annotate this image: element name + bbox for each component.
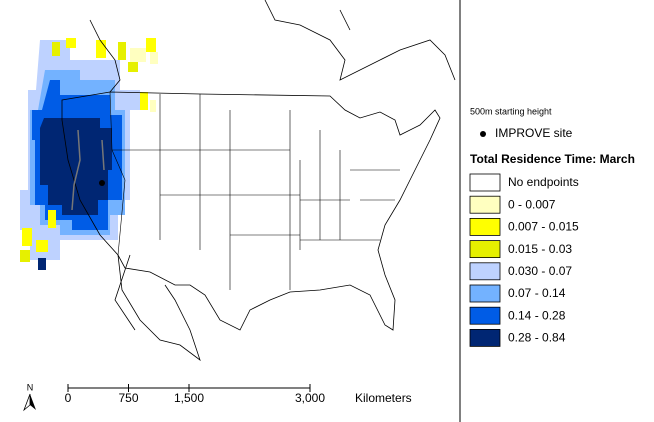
legend-label: 0 - 0.007 (508, 197, 556, 211)
legend-label: 0.030 - 0.07 (508, 264, 572, 278)
terrain-lines (71, 129, 105, 211)
legend-swatch (469, 195, 501, 214)
arrow-right (30, 394, 36, 410)
us-outline (61, 91, 441, 331)
legend-label: 0.07 - 0.14 (508, 286, 566, 300)
site-marker (99, 180, 105, 186)
legend-label: No endpoints (508, 175, 579, 189)
legend-swatch (469, 173, 501, 192)
site-legend-marker (480, 131, 486, 137)
scale-label: 3,000 (295, 391, 325, 405)
basemap (61, 0, 456, 362)
legend-label: 0.28 - 0.84 (508, 331, 566, 345)
scale-unit: Kilometers (355, 391, 412, 405)
mexico-outline (114, 254, 201, 362)
north-label: N (27, 382, 34, 392)
legend-label: 0.14 - 0.28 (508, 308, 566, 322)
legend-swatch (469, 328, 501, 347)
cells-pale (130, 48, 158, 112)
legend-swatch (469, 306, 501, 325)
north-arrow: N (23, 382, 36, 412)
legend-swatch (469, 217, 501, 236)
state-lines (109, 91, 400, 290)
legend-title: Total Residence Time: March (470, 152, 635, 166)
site-legend-label: IMPROVE site (495, 126, 573, 140)
scale-label: 0 (65, 391, 72, 405)
cells-darkest (40, 118, 112, 215)
legend-swatch (469, 262, 501, 281)
legend-swatch (469, 284, 501, 303)
legend-items: No endpoints 0 - 0.007 0.007 - 0.015 0.015 … (469, 173, 579, 347)
scale-label: 750 (118, 391, 138, 405)
legend-label: 0.015 - 0.03 (508, 242, 572, 256)
height-note: 500m starting height (470, 106, 552, 116)
legend-swatch (469, 240, 501, 259)
cells-edge (38, 258, 46, 270)
scale-bar: 0 750 1,500 3,000 Kilometers (65, 384, 412, 405)
scale-label: 1,500 (174, 391, 204, 405)
legend-label: 0.007 - 0.015 (508, 220, 579, 234)
canada-lines (89, 0, 456, 93)
